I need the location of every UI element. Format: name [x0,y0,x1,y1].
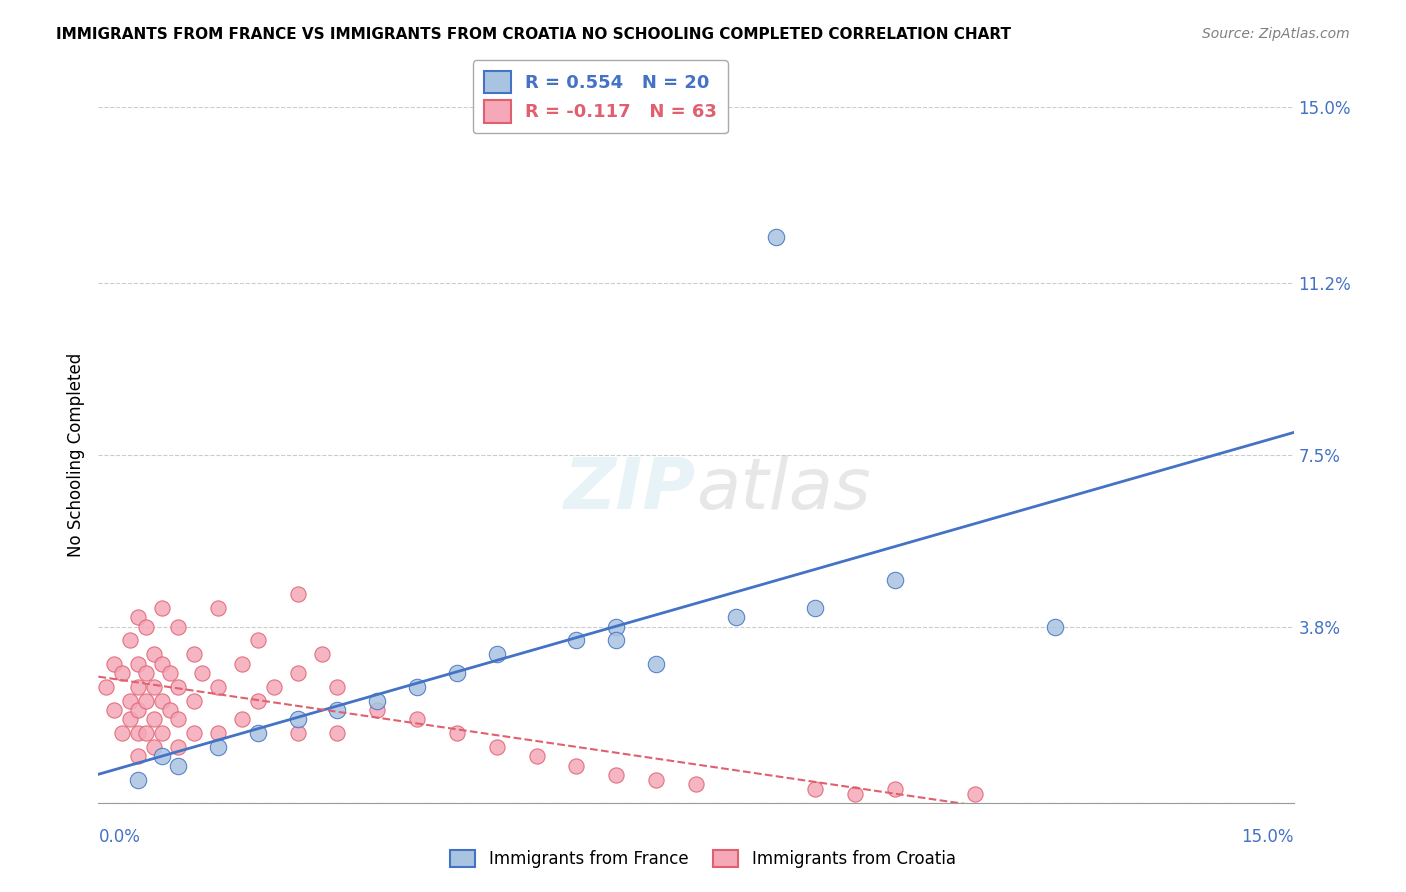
Point [231,712,253,726]
Point [207,680,229,694]
Point [183,648,205,662]
Point [263,680,285,694]
Point [605,619,627,633]
Point [526,749,548,764]
Point [127,772,149,787]
Point [1043,619,1066,633]
Point [326,703,349,717]
Point [685,777,707,791]
Point [143,648,166,662]
Point [111,726,134,740]
Point [326,726,349,740]
Point [183,694,205,708]
Point [143,680,166,694]
Point [246,694,269,708]
Point [135,665,157,680]
Point [150,601,173,615]
Point [406,712,429,726]
Point [446,665,468,680]
Point [326,680,349,694]
Point [127,749,149,764]
Point [311,648,333,662]
Text: 0.0%: 0.0% [98,828,141,846]
Point [366,694,388,708]
Legend: Immigrants from France, Immigrants from Croatia: Immigrants from France, Immigrants from … [444,843,962,875]
Text: IMMIGRANTS FROM FRANCE VS IMMIGRANTS FROM CROATIA NO SCHOOLING COMPLETED CORRELA: IMMIGRANTS FROM FRANCE VS IMMIGRANTS FRO… [56,27,1011,42]
Text: atlas: atlas [696,455,870,524]
Point [183,726,205,740]
Point [111,665,134,680]
Point [406,680,429,694]
Point [143,712,166,726]
Point [287,665,309,680]
Point [191,665,214,680]
Point [135,694,157,708]
Point [120,633,142,648]
Point [884,573,907,587]
Point [565,758,588,772]
Point [446,726,468,740]
Text: Source: ZipAtlas.com: Source: ZipAtlas.com [1202,27,1350,41]
Point [207,601,229,615]
Point [246,726,269,740]
Point [246,633,269,648]
Point [366,703,388,717]
Point [287,712,309,726]
Point [287,726,309,740]
Point [724,610,747,624]
Point [605,633,627,648]
Point [150,749,173,764]
Point [167,680,190,694]
Point [135,726,157,740]
Point [804,601,827,615]
Text: ZIP: ZIP [564,455,696,524]
Point [127,610,149,624]
Point [167,712,190,726]
Point [150,694,173,708]
Point [844,787,866,801]
Point [127,703,149,717]
Point [150,726,173,740]
Point [565,633,588,648]
Point [150,657,173,671]
Point [143,740,166,755]
Point [804,781,827,796]
Point [765,230,787,244]
Point [167,740,190,755]
Point [127,680,149,694]
Point [963,787,986,801]
Point [605,768,627,782]
Point [645,772,668,787]
Point [207,740,229,755]
Text: 15.0%: 15.0% [1241,828,1294,846]
Point [127,657,149,671]
Point [167,619,190,633]
Legend: R = 0.554   N = 20, R = -0.117   N = 63: R = 0.554 N = 20, R = -0.117 N = 63 [472,61,728,133]
Y-axis label: No Schooling Completed: No Schooling Completed [66,353,84,557]
Point [287,587,309,601]
Point [884,781,907,796]
Point [103,703,125,717]
Point [159,703,181,717]
Point [120,712,142,726]
Point [485,740,508,755]
Point [485,648,508,662]
Point [135,619,157,633]
Point [207,726,229,740]
Point [127,726,149,740]
Point [167,758,190,772]
Point [231,657,253,671]
Point [96,680,118,694]
Point [159,665,181,680]
Point [645,657,668,671]
Point [103,657,125,671]
Point [120,694,142,708]
